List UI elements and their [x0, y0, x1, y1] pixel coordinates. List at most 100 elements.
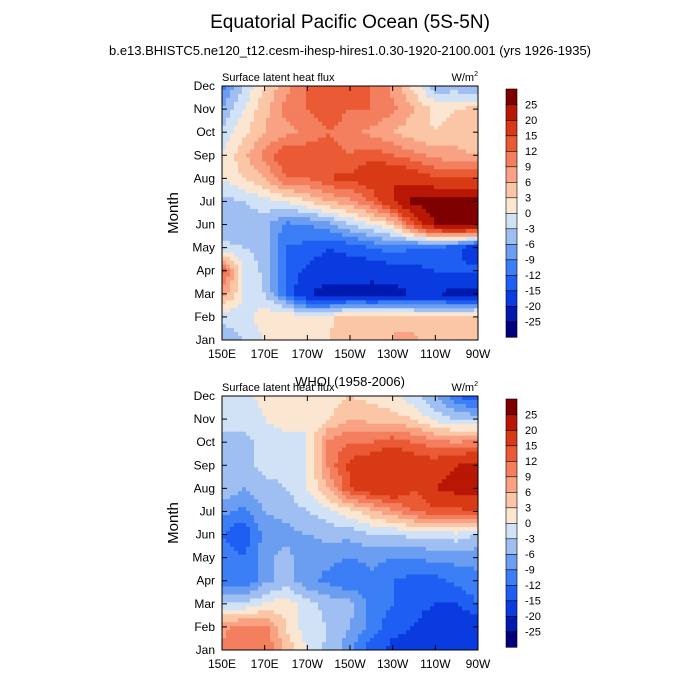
heatmap-cell — [414, 209, 419, 214]
heatmap-cell — [394, 439, 399, 445]
heatmap-cell — [386, 240, 391, 246]
heatmap-cell — [282, 141, 287, 146]
heatmap-cell — [310, 125, 315, 131]
heatmap-cell — [258, 407, 263, 413]
heatmap-cell — [346, 284, 351, 289]
heatmap-cell — [254, 264, 259, 269]
heatmap-cell — [326, 288, 331, 293]
heatmap-cell — [298, 117, 303, 123]
heatmap-cell — [334, 296, 339, 301]
heatmap-cell — [358, 157, 363, 162]
heatmap-cell — [254, 240, 259, 246]
heatmap-cell — [466, 316, 471, 321]
heatmap-cell — [310, 129, 315, 135]
heatmap-cell — [266, 216, 271, 222]
heatmap-cell — [294, 336, 299, 341]
heatmap-cell — [270, 145, 275, 150]
heatmap-cell — [374, 403, 379, 409]
heatmap-cell — [290, 181, 295, 186]
heatmap-cell — [466, 431, 471, 437]
heatmap-cell — [462, 193, 467, 198]
heatmap-cell — [414, 153, 419, 158]
heatmap-cell — [298, 89, 303, 95]
heatmap-cell — [402, 236, 407, 242]
heatmap-cell — [278, 161, 283, 166]
heatmap-cell — [426, 181, 431, 186]
heatmap-cell — [426, 125, 431, 131]
heatmap-cell — [290, 141, 295, 146]
heatmap-cell — [242, 149, 247, 154]
heatmap-cell — [250, 423, 255, 429]
heatmap-cell — [310, 224, 315, 230]
heatmap-cell — [446, 296, 451, 301]
heatmap-cell — [346, 125, 351, 131]
heatmap-cell — [274, 201, 279, 206]
heatmap-cell — [410, 89, 415, 95]
heatmap-cell — [366, 328, 371, 333]
heatmap-cell — [386, 407, 391, 413]
heatmap-cell — [238, 407, 243, 413]
heatmap-cell — [410, 316, 415, 321]
heatmap-cell — [338, 256, 343, 262]
heatmap-cell — [250, 308, 255, 313]
heatmap-cell — [230, 109, 235, 115]
heatmap-cell — [374, 419, 379, 425]
heatmap-cell — [366, 201, 371, 206]
heatmap-cell — [306, 419, 311, 425]
heatmap-cell — [438, 97, 443, 103]
heatmap-cell — [374, 435, 379, 441]
heatmap-cell — [450, 288, 455, 293]
heatmap-cell — [286, 181, 291, 186]
heatmap-cell — [250, 280, 255, 285]
heatmap-cell — [330, 423, 335, 429]
heatmap-cell — [330, 137, 335, 142]
heatmap-cell — [470, 411, 475, 417]
heatmap-cell — [282, 165, 287, 170]
heatmap-cell — [358, 89, 363, 95]
heatmap-cell — [422, 248, 427, 254]
heatmap-cell — [230, 304, 235, 309]
heatmap-cell — [274, 224, 279, 230]
heatmap-cell — [390, 157, 395, 162]
heatmap-cell — [250, 427, 255, 433]
heatmap-cell — [442, 185, 447, 190]
heatmap-cell — [454, 296, 459, 301]
heatmap-cell — [426, 304, 431, 309]
heatmap-cell — [262, 197, 267, 202]
heatmap-cell — [274, 431, 279, 437]
heatmap-cell — [370, 149, 375, 154]
heatmap-cell — [458, 411, 463, 417]
heatmap-cell — [422, 435, 427, 441]
heatmap-cell — [310, 193, 315, 198]
heatmap-cell — [290, 236, 295, 242]
heatmap-cell — [358, 236, 363, 242]
heatmap-cell — [342, 129, 347, 135]
heatmap-cell — [246, 328, 251, 333]
heatmap-cell — [330, 240, 335, 246]
heatmap-cell — [242, 197, 247, 202]
heatmap-cell — [346, 185, 351, 190]
heatmap-cell — [270, 332, 275, 337]
heatmap-cell — [374, 324, 379, 329]
heatmap-cell — [402, 240, 407, 246]
heatmap-cell — [426, 260, 431, 265]
heatmap-cell — [354, 105, 359, 111]
heatmap-cell — [358, 97, 363, 103]
heatmap-cell — [310, 117, 315, 123]
heatmap-cell — [394, 264, 399, 269]
heatmap-cell — [282, 224, 287, 230]
heatmap-cell — [358, 435, 363, 441]
heatmap-cell — [294, 284, 299, 289]
heatmap-cell — [386, 399, 391, 405]
heatmap-cell — [370, 328, 375, 333]
heatmap-cell — [250, 288, 255, 293]
heatmap-cell — [362, 93, 367, 99]
heatmap-cell — [366, 228, 371, 234]
heatmap-cell — [314, 181, 319, 186]
heatmap-cell — [414, 165, 419, 170]
heatmap-cell — [394, 268, 399, 273]
heatmap-cell — [426, 137, 431, 142]
heatmap-cell — [382, 232, 387, 238]
heatmap-cell — [310, 276, 315, 281]
heatmap-cell — [386, 141, 391, 146]
